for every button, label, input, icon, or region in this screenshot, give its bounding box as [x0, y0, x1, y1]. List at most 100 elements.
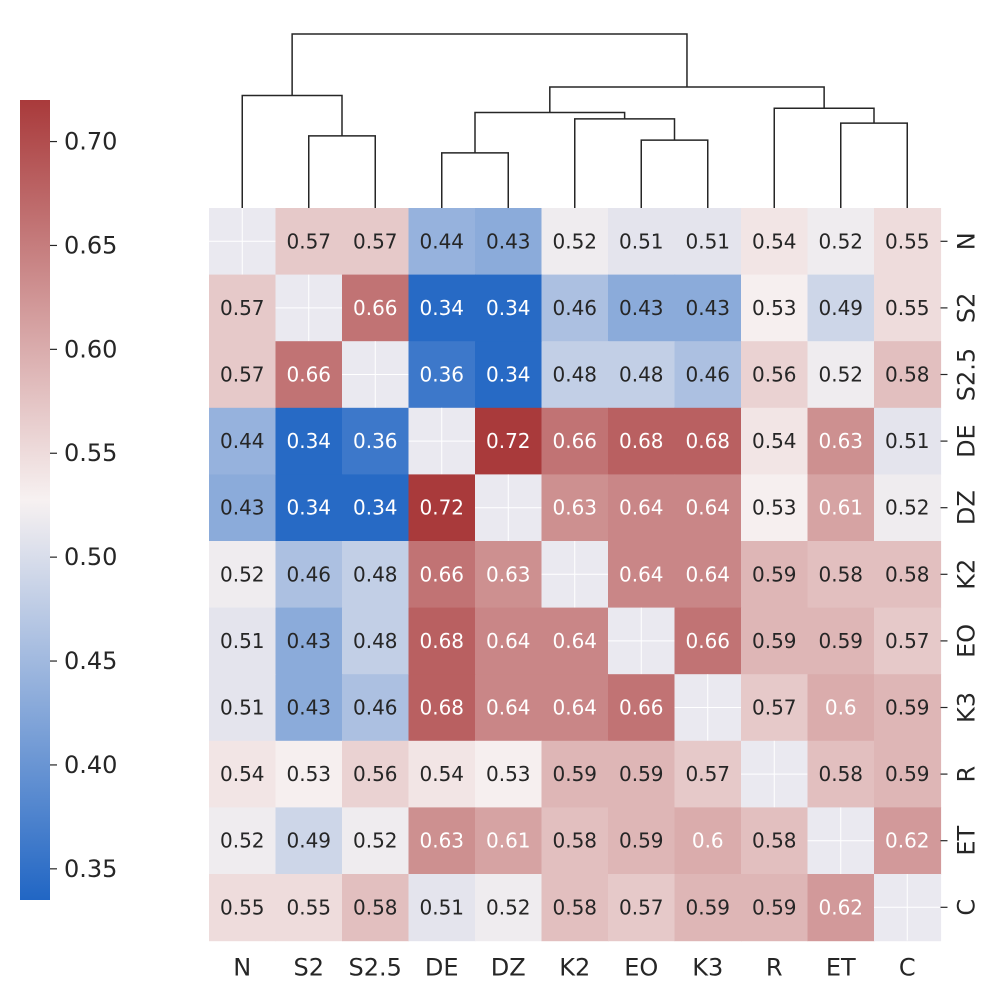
heatmap-cell — [541, 607, 609, 675]
heatmap-cell — [541, 474, 609, 542]
heatmap-cell — [209, 607, 277, 675]
x-tick-label: S2.5 — [349, 954, 402, 982]
colorbar-tick-label: 0.45 — [64, 647, 117, 675]
cell-value-label: 0.59 — [685, 895, 730, 919]
heatmap-cell — [541, 341, 609, 409]
cell-value-label: 0.59 — [619, 762, 664, 786]
x-tick-label: DZ — [491, 954, 526, 982]
heatmap-cell — [541, 674, 609, 742]
heatmap-cell — [209, 807, 277, 875]
heatmap-cell — [475, 407, 543, 475]
y-tick-label: DZ — [953, 490, 981, 525]
cell-value-label: 0.59 — [552, 762, 597, 786]
x-tick-label: EO — [624, 954, 658, 982]
cell-value-label: 0.53 — [286, 762, 331, 786]
heatmap-cell — [209, 674, 277, 742]
cell-value-label: 0.52 — [220, 562, 265, 586]
heatmap-cell — [807, 341, 875, 409]
heatmap-cell — [209, 407, 277, 475]
heatmap-cell — [608, 740, 676, 808]
cell-value-label: 0.54 — [220, 762, 265, 786]
colorbar-tick-label: 0.55 — [64, 439, 117, 467]
heatmap-cell — [408, 874, 476, 942]
heatmap-cell — [342, 874, 410, 942]
cell-value-label: 0.58 — [552, 895, 597, 919]
cell-value-label: 0.62 — [885, 829, 930, 853]
heatmap-cell — [275, 208, 343, 276]
colorbar-tick-label: 0.60 — [64, 335, 117, 363]
cell-value-label: 0.55 — [286, 895, 331, 919]
cell-value-label: 0.57 — [685, 762, 730, 786]
cell-value-label: 0.54 — [752, 229, 797, 253]
cell-value-label: 0.62 — [818, 895, 863, 919]
cell-value-label: 0.52 — [220, 829, 265, 853]
y-axis-ticks: N S2 S2.5 DE DZ K2 EO K3 R ET C — [940, 232, 981, 916]
cell-value-label: 0.64 — [685, 562, 730, 586]
cell-value-label: 0.34 — [286, 429, 331, 453]
heatmap-cell — [674, 407, 742, 475]
diagonal-cell — [342, 341, 410, 409]
cell-value-label: 0.64 — [619, 562, 664, 586]
heatmap-cell — [608, 274, 676, 342]
dendrogram-link — [291, 33, 688, 96]
heatmap-cell — [741, 208, 809, 276]
cell-value-label: 0.64 — [552, 696, 597, 720]
heatmap-cell — [741, 674, 809, 742]
heatmap-cell — [807, 274, 875, 342]
colorbar-tick-label: 0.35 — [64, 855, 117, 883]
cell-value-label: 0.48 — [353, 629, 398, 653]
cell-value-label: 0.46 — [685, 363, 730, 387]
x-tick-label: N — [233, 954, 251, 982]
heatmap-cell — [342, 607, 410, 675]
heatmap-cell — [408, 341, 476, 409]
x-tick-label: R — [766, 954, 783, 982]
heatmap-cell — [807, 407, 875, 475]
heatmap-cell — [475, 274, 543, 342]
heatmap-cell — [408, 274, 476, 342]
heatmap-cell — [541, 740, 609, 808]
x-tick-label: ET — [826, 954, 856, 982]
cell-value-label: 0.59 — [752, 629, 797, 653]
cell-value-label: 0.64 — [486, 629, 531, 653]
cell-value-label: 0.6 — [692, 829, 724, 853]
heatmap-cell — [408, 474, 476, 542]
heatmap-cell — [275, 541, 343, 609]
heatmap-cell — [209, 740, 277, 808]
colorbar-tick-label: 0.65 — [64, 231, 117, 259]
heatmap-cell — [475, 674, 543, 742]
cell-value-label: 0.43 — [220, 496, 265, 520]
x-tick-label: K2 — [559, 954, 590, 982]
diagonal-cell — [408, 407, 476, 475]
cell-value-label: 0.55 — [885, 229, 930, 253]
cell-value-label: 0.66 — [619, 696, 664, 720]
dendrogram-link — [241, 94, 343, 208]
heatmap-cell — [674, 341, 742, 409]
heatmap-cell — [608, 474, 676, 542]
y-tick-label: R — [953, 766, 981, 783]
heatmap-cell — [608, 407, 676, 475]
heatmap-cell — [209, 274, 277, 342]
heatmap-cell — [807, 541, 875, 609]
cell-value-label: 0.57 — [885, 629, 930, 653]
cell-value-label: 0.68 — [685, 429, 730, 453]
heatmap-cell — [275, 341, 343, 409]
heatmap-cell — [608, 674, 676, 742]
cell-value-label: 0.66 — [353, 296, 398, 320]
cell-value-label: 0.34 — [486, 296, 531, 320]
cell-value-label: 0.68 — [419, 629, 464, 653]
cell-value-label: 0.58 — [885, 363, 930, 387]
cell-value-label: 0.54 — [752, 429, 797, 453]
heatmap-cell — [674, 807, 742, 875]
cell-value-label: 0.48 — [353, 562, 398, 586]
heatmap-cell — [874, 274, 942, 342]
heatmap-cell — [275, 874, 343, 942]
x-axis-ticks: N S2 S2.5 DE DZ K2 EO K3 R ET C — [233, 954, 915, 982]
cell-value-label: 0.64 — [552, 629, 597, 653]
heatmap-cell — [541, 407, 609, 475]
cell-value-label: 0.63 — [552, 496, 597, 520]
heatmap-cell — [874, 208, 942, 276]
heatmap-cell — [807, 674, 875, 742]
cell-value-label: 0.49 — [818, 296, 863, 320]
heatmap-cell — [541, 874, 609, 942]
y-tick-label: N — [953, 232, 981, 250]
